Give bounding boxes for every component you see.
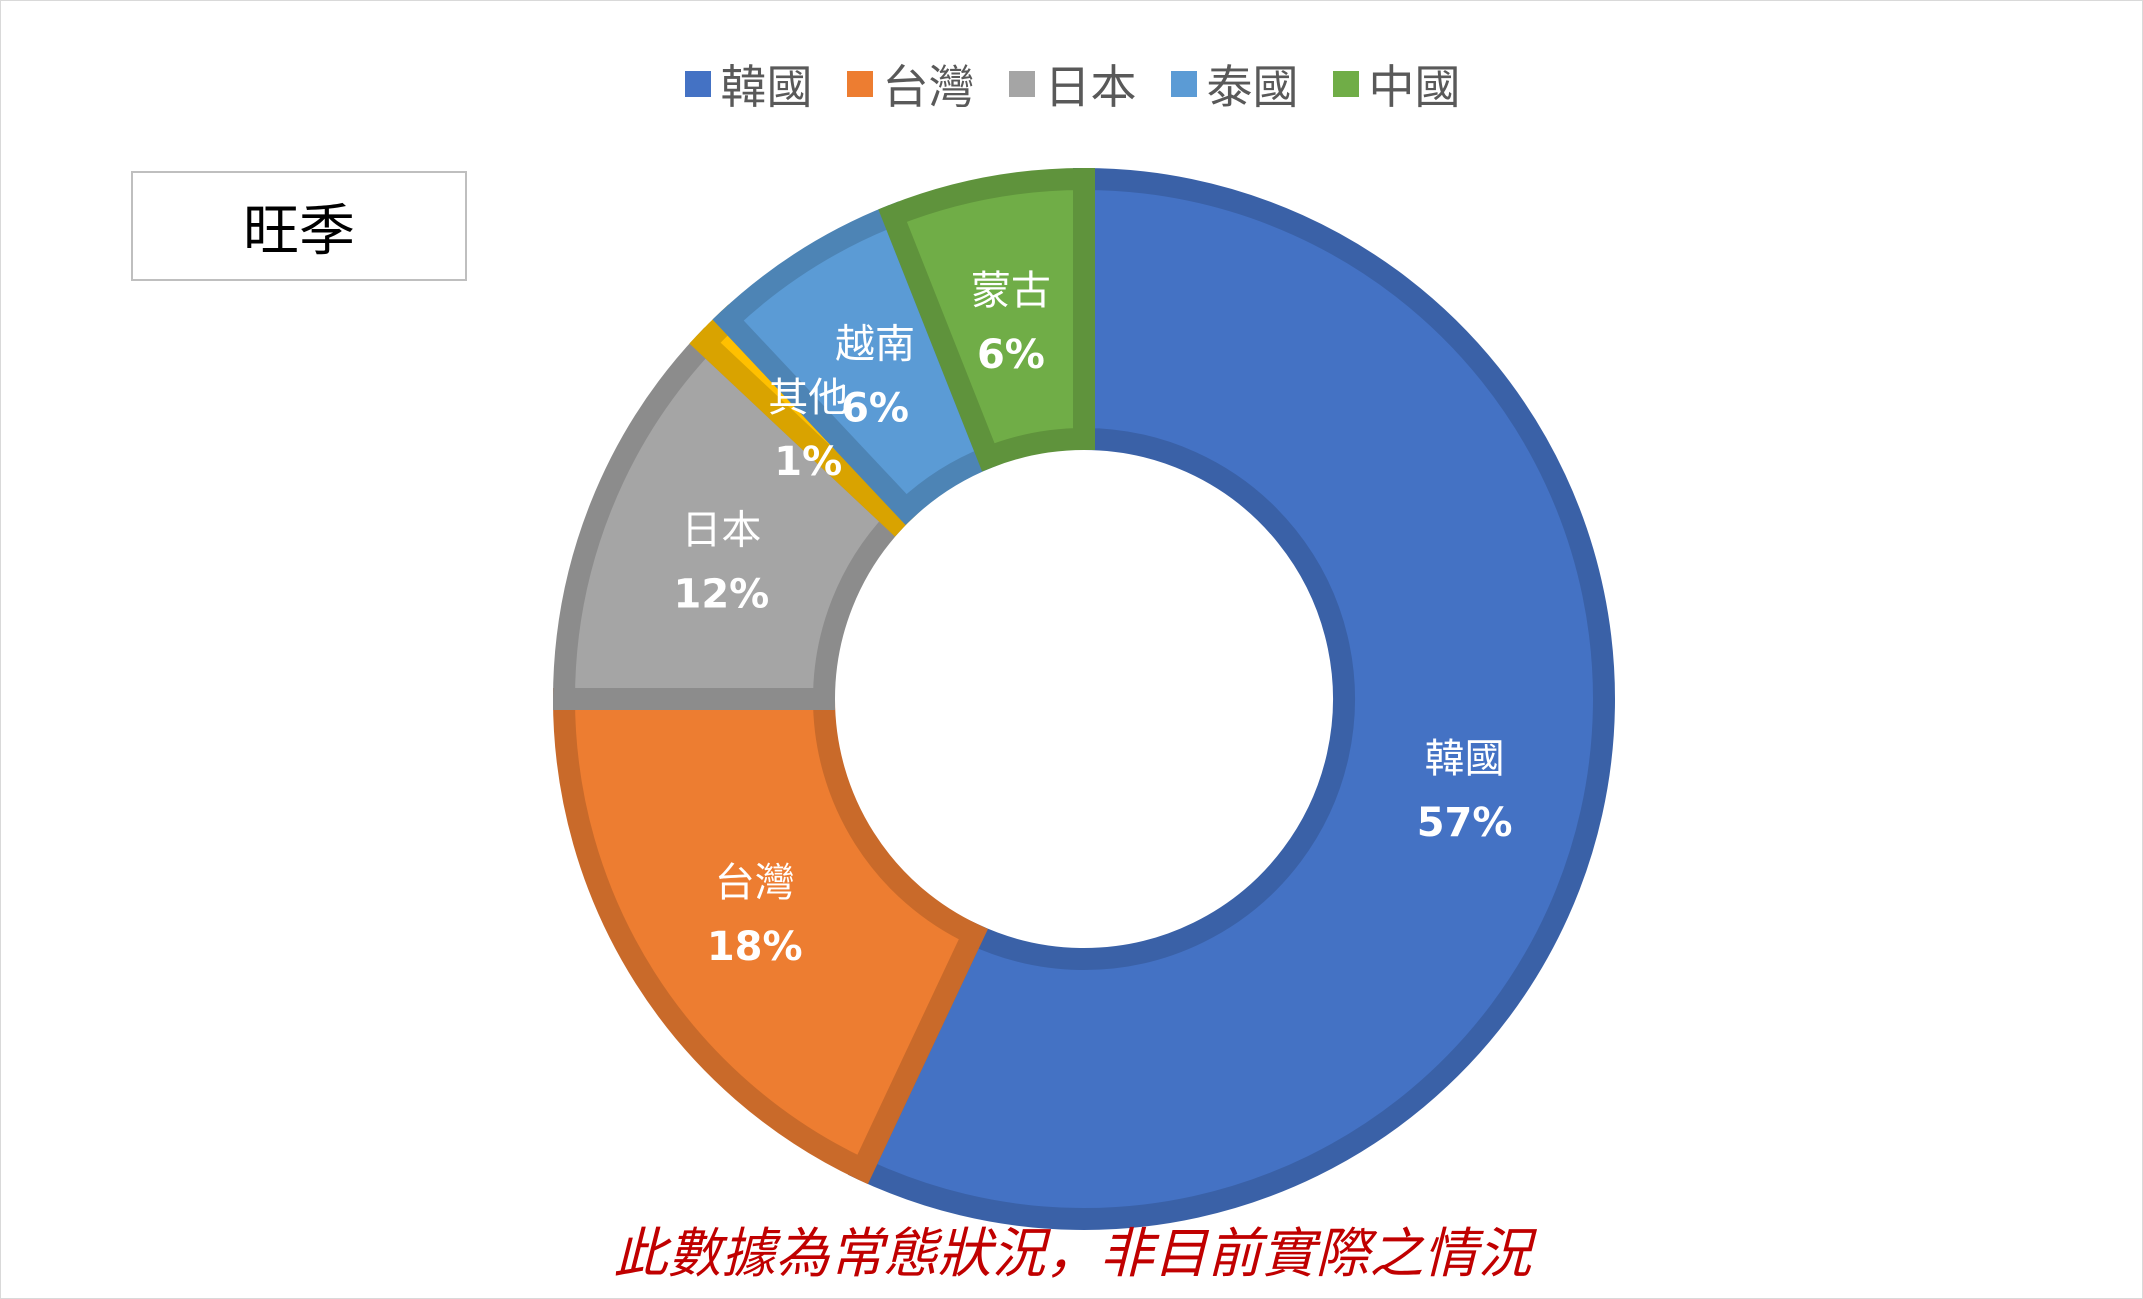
slice-4-percent: 1% (774, 439, 842, 485)
slice-5-percent: 6% (841, 386, 909, 432)
slice-3-label: 日本 (681, 507, 761, 553)
legend-label: 泰國 (1206, 60, 1299, 114)
legend-label: 日本 (1044, 60, 1137, 114)
slice-3 (552, 327, 911, 710)
footnote: 此數據為常態狀況，非目前實際之情況 (613, 1222, 1532, 1285)
slice-1-percent: 57% (1417, 800, 1513, 846)
legend-swatch (1170, 71, 1197, 97)
legend-label: 韓國 (720, 60, 813, 114)
slice-5-label: 越南 (835, 322, 915, 368)
slice-4-label: 其他 (768, 375, 848, 421)
season-label: 旺季 (243, 198, 355, 264)
legend-item-thailand: 泰國 (1170, 51, 1299, 117)
legend-swatch (1332, 71, 1359, 97)
legend-item-china: 中國 (1332, 51, 1461, 117)
slice-1-label: 韓國 (1425, 736, 1505, 782)
slice-6 (878, 167, 1095, 472)
legend-item-korea: 韓國 (684, 51, 813, 117)
slice-2-label: 台灣 (715, 860, 795, 906)
slice-2 (552, 688, 988, 1185)
legend-swatch (846, 71, 873, 97)
legend-label: 台灣 (882, 60, 975, 114)
legend-swatch (684, 71, 711, 97)
season-label-box: 旺季 (131, 171, 467, 281)
slice-6-label: 蒙古 (971, 268, 1051, 314)
slice-2-percent: 18% (707, 924, 803, 970)
slice-6-percent: 6% (977, 332, 1045, 378)
legend-swatch (1008, 71, 1035, 97)
slice-1 (847, 167, 1615, 1230)
slice-3-percent: 12% (674, 571, 770, 617)
legend-item-taiwan: 台灣 (846, 51, 975, 117)
legend-label: 中國 (1368, 60, 1461, 114)
legend: 韓國 台灣 日本 泰國 中國 (1, 49, 2142, 119)
legend-item-japan: 日本 (1008, 51, 1137, 117)
